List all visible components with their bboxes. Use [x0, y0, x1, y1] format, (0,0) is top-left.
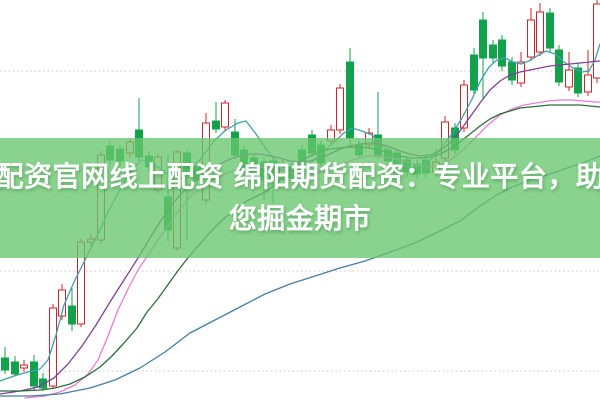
- banner-text-line2: 您掘金期市: [228, 202, 372, 235]
- promo-banner: 配资官网线上配资 绵阳期货配资：专业平台，助 您掘金期市: [0, 138, 600, 258]
- banner-text-line1: 配资官网线上配资 绵阳期货配资：专业平台，助: [0, 160, 600, 193]
